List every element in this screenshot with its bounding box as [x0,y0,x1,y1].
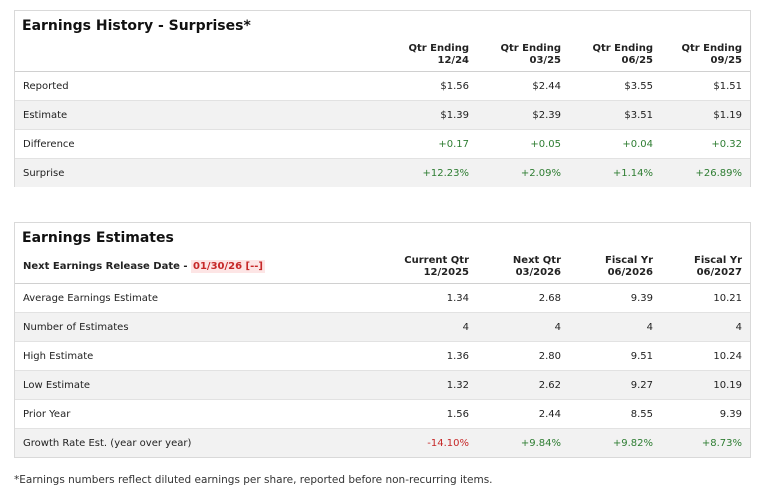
table-cell: 9.39 [561,283,653,313]
table-cell: 4 [385,312,469,342]
table-cell: $3.55 [561,71,653,101]
table-cell: +0.05 [469,129,561,159]
table-row-prior-year: Prior Year 1.56 2.44 8.55 9.39 [15,399,750,429]
table-cell: 8.55 [561,399,653,429]
table-row-surprise: Surprise +12.23% +2.09% +1.14% +26.89% [15,158,750,187]
table-cell: +2.09% [469,158,561,187]
table-cell: 1.34 [385,283,469,313]
table-cell: 9.39 [653,399,750,429]
table-cell: $1.39 [385,100,469,130]
table-row-average-estimate: Average Earnings Estimate 1.34 2.68 9.39… [15,283,750,313]
row-label: Estimate [15,100,385,130]
table-cell: $1.56 [385,71,469,101]
earnings-history-panel: Earnings History - Surprises* Qtr Ending… [14,10,751,187]
table-cell: $2.44 [469,71,561,101]
row-label: Low Estimate [15,370,385,400]
column-header-current-qtr: Current Qtr 12/2025 [385,251,469,284]
row-label: Reported [15,71,385,101]
table-cell: 2.44 [469,399,561,429]
earnings-estimates-title: Earnings Estimates [22,230,174,246]
table-cell: 1.32 [385,370,469,400]
row-label: Average Earnings Estimate [15,283,385,313]
table-cell: 9.27 [561,370,653,400]
table-cell: 2.80 [469,341,561,371]
table-cell: 4 [469,312,561,342]
table-cell: 4 [561,312,653,342]
table-cell: 10.24 [653,341,750,371]
earnings-estimates-panel: Earnings Estimates Next Earnings Release… [14,222,751,458]
header-label-cell [15,39,385,72]
column-header-qtr-06-25: Qtr Ending 06/25 [561,39,653,72]
table-cell: 1.56 [385,399,469,429]
table-cell: +9.82% [561,428,653,457]
table-row-low-estimate: Low Estimate 1.32 2.62 9.27 10.19 [15,370,750,400]
row-label: High Estimate [15,341,385,371]
table-row-difference: Difference +0.17 +0.05 +0.04 +0.32 [15,129,750,159]
table-cell: 9.51 [561,341,653,371]
row-label: Surprise [15,158,385,187]
table-cell: +12.23% [385,158,469,187]
table-cell: $1.51 [653,71,750,101]
table-cell: +0.32 [653,129,750,159]
table-cell: 2.62 [469,370,561,400]
row-label: Growth Rate Est. (year over year) [15,428,385,457]
table-cell: +26.89% [653,158,750,187]
table-cell: 4 [653,312,750,342]
table-cell: $2.39 [469,100,561,130]
table-cell: $1.19 [653,100,750,130]
earnings-history-table: Qtr Ending 12/24 Qtr Ending 03/25 Qtr Endi… [15,39,750,187]
table-cell: -14.10% [385,428,469,457]
column-header-qtr-12-24: Qtr Ending 12/24 [385,39,469,72]
table-row-reported: Reported $1.56 $2.44 $3.55 $1.51 [15,71,750,101]
table-cell: +8.73% [653,428,750,457]
earnings-history-title: Earnings History - Surprises* [22,18,251,34]
table-row-high-estimate: High Estimate 1.36 2.80 9.51 10.24 [15,341,750,371]
table-cell: 10.21 [653,283,750,313]
column-header-qtr-09-25: Qtr Ending 09/25 [653,39,750,72]
row-label: Difference [15,129,385,159]
table-header-row: Next Earnings Release Date - 01/30/26 [-… [15,251,750,284]
table-cell: +0.04 [561,129,653,159]
earnings-estimates-table: Next Earnings Release Date - 01/30/26 [-… [15,251,750,457]
table-cell: +9.84% [469,428,561,457]
next-release-date-cell: Next Earnings Release Date - 01/30/26 [-… [15,251,385,284]
table-cell: 1.36 [385,341,469,371]
table-cell: 10.19 [653,370,750,400]
table-row-estimate: Estimate $1.39 $2.39 $3.51 $1.19 [15,100,750,130]
table-cell: +1.14% [561,158,653,187]
footnote: *Earnings numbers reflect diluted earnin… [14,474,493,486]
table-cell: $3.51 [561,100,653,130]
next-release-date-badge[interactable]: 01/30/26 [--] [191,260,265,273]
table-row-growth-rate: Growth Rate Est. (year over year) -14.10… [15,428,750,457]
table-row-number-of-estimates: Number of Estimates 4 4 4 4 [15,312,750,342]
row-label: Prior Year [15,399,385,429]
row-label: Number of Estimates [15,312,385,342]
table-cell: 2.68 [469,283,561,313]
column-header-qtr-03-25: Qtr Ending 03/25 [469,39,561,72]
column-header-fiscal-yr-2027: Fiscal Yr 06/2027 [653,251,750,284]
next-release-label: Next Earnings Release Date - [23,261,192,272]
column-header-next-qtr: Next Qtr 03/2026 [469,251,561,284]
column-header-fiscal-yr-2026: Fiscal Yr 06/2026 [561,251,653,284]
table-cell: +0.17 [385,129,469,159]
table-header-row: Qtr Ending 12/24 Qtr Ending 03/25 Qtr Endi… [15,39,750,72]
